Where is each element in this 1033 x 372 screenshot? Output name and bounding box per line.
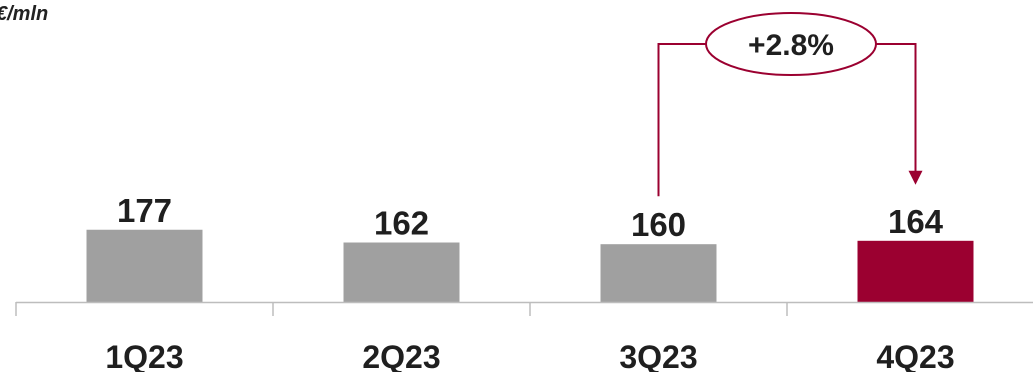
data-labels: 177 162 160 164 (117, 192, 944, 243)
annotation-arrowhead (908, 170, 923, 185)
bar-2q23 (343, 242, 460, 302)
bar-3q23 (600, 244, 717, 302)
bars (86, 229, 974, 302)
x-axis: 1Q23 2Q23 3Q23 4Q23 (15, 301, 1033, 372)
tick-label-3q23: 3Q23 (619, 339, 697, 372)
growth-annotation: +2.8% (657, 12, 923, 197)
annotation-label: +2.8% (748, 29, 834, 62)
bar-4q23 (857, 240, 974, 302)
annotation-ellipse (705, 12, 877, 76)
tick-label-1q23: 1Q23 (105, 339, 183, 372)
data-label-4q23: 164 (888, 203, 944, 240)
tick-label-4q23: 4Q23 (876, 339, 954, 372)
data-label-3q23: 160 (631, 206, 686, 243)
bar-1q23 (86, 229, 203, 302)
tick-label-2q23: 2Q23 (362, 339, 440, 372)
unit-label: €/mln (0, 3, 48, 25)
data-label-1q23: 177 (117, 192, 172, 229)
data-label-2q23: 162 (374, 205, 429, 242)
